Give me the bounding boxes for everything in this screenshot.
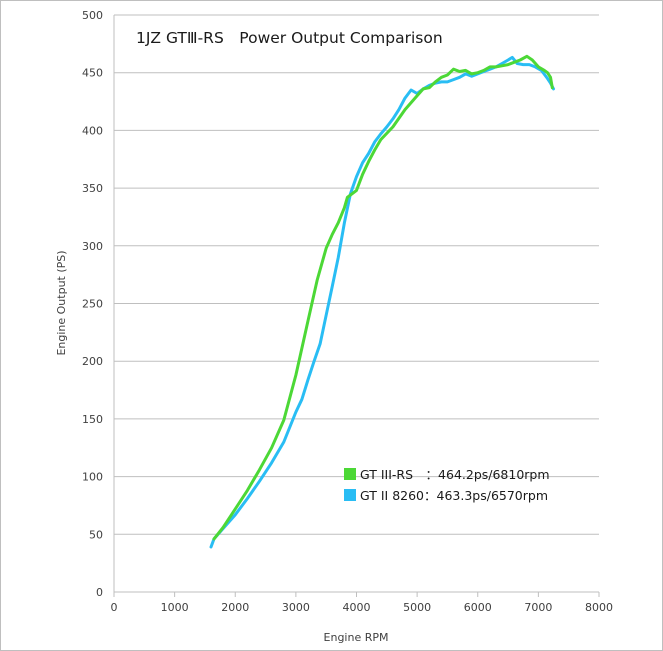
legend: GT III-RS ：464.2ps/6810rpm GT II 8260：46…: [344, 467, 550, 503]
legend-swatch-gt3rs: [344, 468, 356, 480]
series-line-gt3rs: [212, 54, 554, 541]
x-tick-label: 5000: [403, 601, 431, 614]
x-tick-label: 1000: [161, 601, 189, 614]
x-tick-label: 8000: [585, 601, 613, 614]
y-tick-label: 200: [82, 355, 103, 368]
legend-swatch-gt2-8260: [344, 489, 356, 501]
y-tick-label: 50: [89, 528, 103, 541]
legend-label-gt2-8260: GT II 8260：463.3ps/6570rpm: [360, 488, 548, 503]
y-tick-label: 100: [82, 471, 103, 484]
x-tick-label: 6000: [464, 601, 492, 614]
y-tick-label: 0: [96, 586, 103, 599]
x-tick-label: 4000: [343, 601, 371, 614]
x-tick-label: 2000: [221, 601, 249, 614]
chart-title: 1JZ GTⅢ-RS Power Output Comparison: [136, 29, 443, 47]
y-tick-label: 300: [82, 240, 103, 253]
gridlines: [114, 14, 599, 535]
x-tick-label: 7000: [524, 601, 552, 614]
series-line-gt2-8260: [209, 55, 555, 549]
x-axis-title: Engine RPM: [324, 631, 389, 644]
y-axis-title: Engine Output (PS): [55, 250, 68, 355]
y-tick-label: 400: [82, 124, 103, 137]
y-tick-label: 250: [82, 298, 103, 311]
y-tick-label: 500: [82, 9, 103, 22]
series-lines: [209, 54, 555, 549]
y-tick-label: 350: [82, 182, 103, 195]
y-tick-label: 150: [82, 413, 103, 426]
x-tick-label: 0: [111, 601, 118, 614]
legend-label-gt3rs: GT III-RS ：464.2ps/6810rpm: [360, 467, 550, 482]
x-tick-label: 3000: [282, 601, 310, 614]
y-tick-label: 450: [82, 67, 103, 80]
